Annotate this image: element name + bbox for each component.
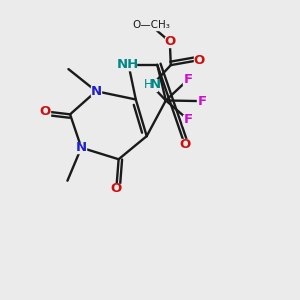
Bar: [111, 184, 121, 194]
Text: N: N: [76, 141, 87, 154]
Text: O—CH₃: O—CH₃: [132, 20, 170, 31]
Text: F: F: [198, 94, 207, 108]
Text: O: O: [164, 35, 176, 48]
Text: F: F: [183, 73, 193, 86]
Text: NH: NH: [116, 58, 139, 71]
Bar: [183, 75, 193, 85]
Bar: [194, 55, 204, 65]
Bar: [197, 96, 207, 106]
Bar: [137, 20, 165, 31]
Bar: [121, 60, 136, 70]
Bar: [40, 106, 50, 116]
Bar: [91, 86, 101, 96]
Text: N: N: [91, 85, 102, 98]
Text: O: O: [193, 54, 205, 67]
Text: O: O: [179, 138, 190, 151]
Text: N: N: [150, 78, 161, 91]
Bar: [76, 143, 86, 153]
Bar: [180, 140, 190, 149]
Text: F: F: [183, 113, 193, 126]
Text: H: H: [144, 78, 153, 91]
Text: O: O: [111, 182, 122, 196]
Bar: [139, 79, 157, 88]
Bar: [165, 37, 175, 46]
Text: O: O: [39, 105, 51, 118]
Bar: [183, 115, 193, 124]
Bar: [124, 60, 134, 70]
Bar: [147, 81, 157, 91]
